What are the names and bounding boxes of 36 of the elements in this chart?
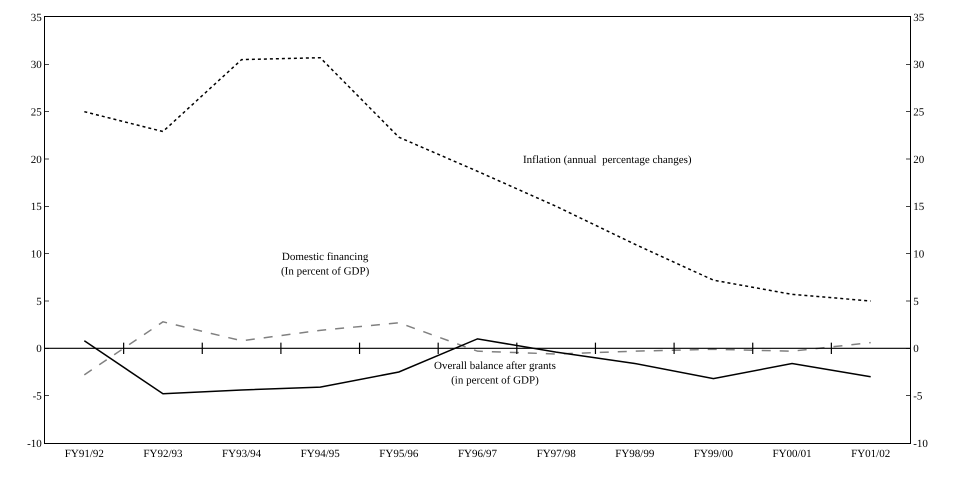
x-tick-label: FY98/99 [615,448,655,460]
y-tick-label: 35 [30,12,42,24]
x-tick-label: FY97/98 [536,448,576,460]
y2-tick-label: 30 [913,59,925,72]
x-tick-label: FY99/00 [694,448,734,460]
y2-tick-label: 20 [913,154,925,166]
y2-tick-label: 0 [913,343,920,356]
y2-tick-label: -5 [913,390,923,403]
annotation: Inflation (annual percentage changes) [523,154,692,166]
x-tick-label: FY96/97 [458,448,498,460]
x-tick-label: FY00/01 [772,448,812,460]
y-tick-label: 15 [30,201,42,214]
y2-tick-label: 25 [913,106,925,119]
line-series [84,321,872,376]
y-tick-label: 20 [30,154,42,166]
y-tick-label: -5 [32,390,42,403]
y2-tick-label: 15 [913,201,925,214]
y-tick-label: 5 [36,296,42,308]
y2-tick-label: -10 [913,438,928,450]
y2-tick-label: 5 [913,296,920,308]
x-tick-label: FY94/95 [300,448,340,460]
annotation: Domestic financing (In percent of GDP) [281,251,370,278]
y-tick-label: 0 [36,343,42,356]
x-tick-label: FY01/02 [851,448,890,460]
y-tick-label: 25 [30,106,42,119]
y-tick-label: 30 [30,59,42,72]
y-tick-label: -10 [27,438,42,450]
x-tick-label: FY95/96 [379,448,419,460]
line-series [84,56,872,302]
y2-tick-label: 35 [913,12,925,24]
y-tick-label: 10 [30,248,42,261]
annotation: Overall balance after grants (in percent of GDP) [434,360,556,386]
x-tick-label: FY93/94 [222,448,262,460]
y2-tick-label: 10 [913,248,925,261]
x-tick-label: FY91/92 [64,448,104,460]
x-tick-label: FY92/93 [143,448,184,460]
